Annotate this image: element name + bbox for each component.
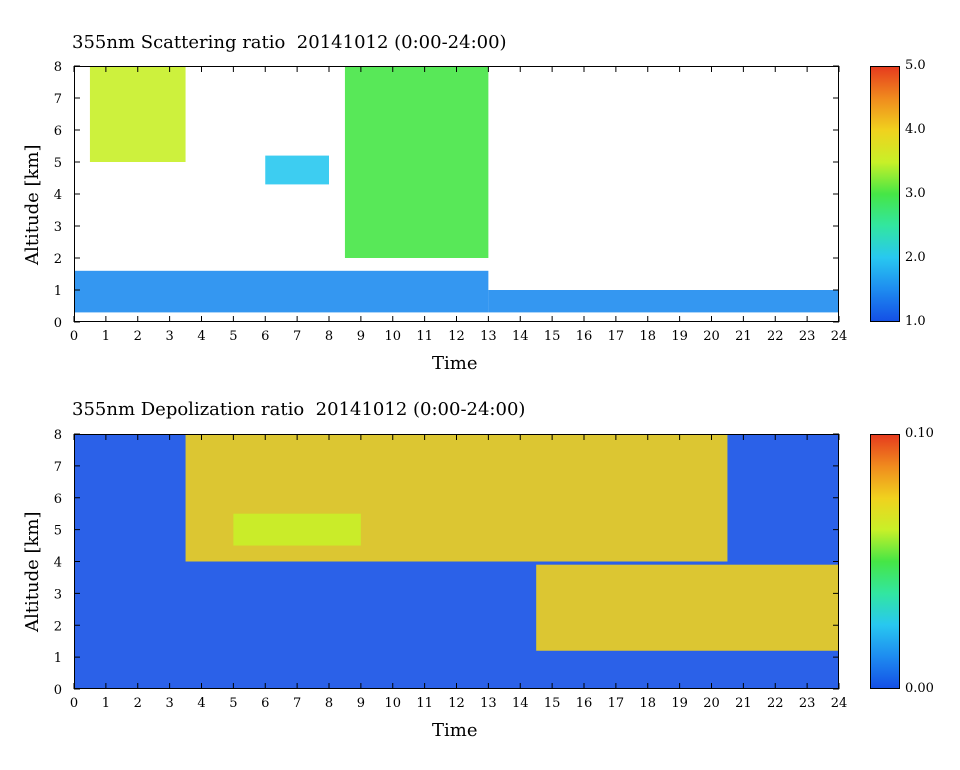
y-tick-label: 3 bbox=[54, 587, 62, 602]
x-tick-label: 1 bbox=[102, 329, 110, 344]
heatmap-region bbox=[233, 513, 361, 546]
colorbar bbox=[870, 66, 900, 322]
heatmap-region bbox=[89, 66, 186, 162]
x-tick-label: 21 bbox=[735, 696, 752, 711]
x-tick-label: 2 bbox=[134, 329, 142, 344]
x-tick-label: 6 bbox=[261, 329, 269, 344]
colorbar-tick-label: 3.0 bbox=[905, 186, 926, 201]
x-axis-label: Time bbox=[432, 720, 478, 741]
depolarization-ratio-plot bbox=[74, 434, 839, 689]
y-tick-label: 0 bbox=[54, 316, 62, 331]
x-tick-label: 22 bbox=[767, 696, 784, 711]
y-tick-label: 8 bbox=[54, 60, 62, 75]
x-tick-label: 8 bbox=[325, 696, 333, 711]
x-tick-label: 23 bbox=[799, 696, 816, 711]
y-tick-label: 7 bbox=[54, 92, 62, 107]
x-tick-label: 13 bbox=[480, 329, 497, 344]
x-tick-label: 18 bbox=[639, 329, 656, 344]
y-tick-label: 2 bbox=[54, 252, 62, 267]
scattering-ratio-panel: 355nm Scattering ratio 20141012 (0:00-24… bbox=[22, 32, 926, 374]
x-tick-label: 9 bbox=[357, 329, 365, 344]
y-tick-label: 8 bbox=[54, 428, 62, 443]
x-tick-label: 22 bbox=[767, 329, 784, 344]
x-tick-label: 19 bbox=[671, 329, 688, 344]
x-tick-label: 20 bbox=[703, 696, 720, 711]
chart-title: 355nm Depolization ratio 20141012 (0:00-… bbox=[72, 399, 526, 420]
colorbar bbox=[870, 434, 900, 689]
y-tick-label: 6 bbox=[54, 492, 62, 507]
colorbar-tick-label: 5.0 bbox=[905, 58, 926, 73]
x-tick-label: 5 bbox=[229, 696, 237, 711]
y-tick-label: 1 bbox=[54, 284, 62, 299]
colorbar-tick-label: 4.0 bbox=[905, 122, 926, 137]
x-tick-label: 12 bbox=[448, 696, 465, 711]
x-tick-label: 23 bbox=[799, 329, 816, 344]
x-tick-label: 4 bbox=[197, 329, 205, 344]
heatmap-region bbox=[344, 66, 489, 258]
x-tick-label: 10 bbox=[384, 696, 401, 711]
x-tick-label: 7 bbox=[293, 696, 301, 711]
y-tick-label: 0 bbox=[54, 683, 62, 698]
x-tick-label: 8 bbox=[325, 329, 333, 344]
x-tick-label: 1 bbox=[102, 696, 110, 711]
x-tick-label: 12 bbox=[448, 329, 465, 344]
x-axis-label: Time bbox=[432, 353, 478, 374]
colorbar-tick-label: 0.00 bbox=[905, 681, 934, 696]
x-tick-label: 9 bbox=[357, 696, 365, 711]
x-tick-label: 11 bbox=[416, 696, 433, 711]
scattering-ratio-axes: 0 1 2 3 4 5 6 7 8 9 10 11 12 13 14 15 16 17 18 19 20 21 22 23 24… bbox=[54, 60, 848, 344]
x-tick-label: 14 bbox=[512, 696, 529, 711]
y-tick-label: 4 bbox=[54, 556, 62, 571]
y-tick-label: 3 bbox=[54, 220, 62, 235]
scattering-ratio-plot bbox=[74, 66, 839, 322]
x-tick-label: 6 bbox=[261, 696, 269, 711]
x-tick-label: 20 bbox=[703, 329, 720, 344]
x-tick-label: 24 bbox=[831, 696, 848, 711]
x-tick-label: 16 bbox=[576, 696, 593, 711]
x-tick-label: 11 bbox=[416, 329, 433, 344]
x-tick-label: 17 bbox=[608, 329, 625, 344]
x-tick-label: 21 bbox=[735, 329, 752, 344]
x-tick-label: 14 bbox=[512, 329, 529, 344]
x-tick-label: 15 bbox=[544, 329, 561, 344]
x-tick-label: 0 bbox=[70, 329, 78, 344]
x-tick-label: 17 bbox=[608, 696, 625, 711]
heatmap-region bbox=[265, 155, 329, 185]
x-tick-label: 10 bbox=[384, 329, 401, 344]
x-tick-label: 16 bbox=[576, 329, 593, 344]
x-tick-label: 15 bbox=[544, 696, 561, 711]
colorbar-tick-label: 2.0 bbox=[905, 250, 926, 265]
x-tick-label: 5 bbox=[229, 329, 237, 344]
x-tick-label: 0 bbox=[70, 696, 78, 711]
y-tick-label: 7 bbox=[54, 460, 62, 475]
y-tick-label: 5 bbox=[54, 156, 62, 171]
heatmap-region bbox=[74, 270, 489, 313]
x-tick-label: 3 bbox=[165, 329, 173, 344]
x-tick-label: 4 bbox=[197, 696, 205, 711]
colorbar-tick-label: 1.0 bbox=[905, 314, 926, 329]
y-tick-label: 6 bbox=[54, 124, 62, 139]
x-tick-label: 24 bbox=[831, 329, 848, 344]
x-tick-label: 19 bbox=[671, 696, 688, 711]
heatmap-region bbox=[536, 564, 839, 651]
x-tick-label: 18 bbox=[639, 696, 656, 711]
colorbar-tick-label: 0.10 bbox=[905, 426, 934, 441]
y-tick-label: 5 bbox=[54, 524, 62, 539]
chart-title: 355nm Scattering ratio 20141012 (0:00-24… bbox=[72, 32, 507, 53]
y-tick-label: 4 bbox=[54, 188, 62, 203]
heatmap-region bbox=[488, 290, 839, 313]
x-tick-label: 7 bbox=[293, 329, 301, 344]
x-tick-label: 3 bbox=[165, 696, 173, 711]
y-tick-label: 2 bbox=[54, 619, 62, 634]
y-tick-label: 1 bbox=[54, 651, 62, 666]
x-tick-label: 13 bbox=[480, 696, 497, 711]
x-tick-label: 2 bbox=[134, 696, 142, 711]
